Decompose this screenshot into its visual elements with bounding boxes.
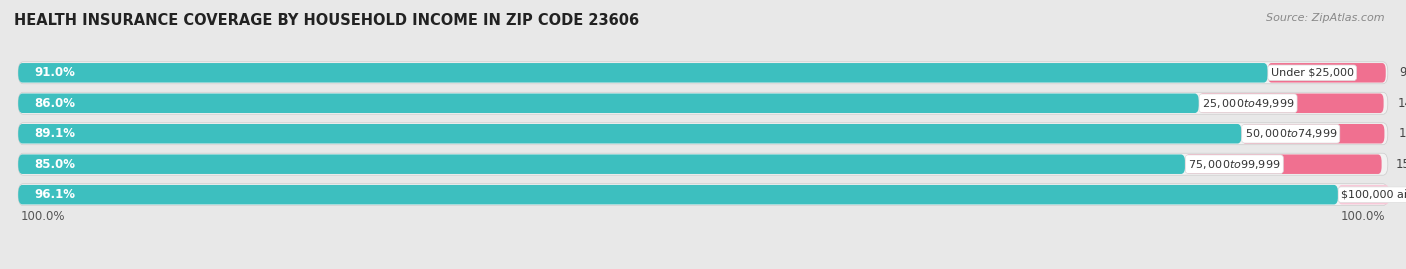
- Text: 14.1%: 14.1%: [1398, 97, 1406, 110]
- FancyBboxPatch shape: [1339, 185, 1389, 204]
- Text: $25,000 to $49,999: $25,000 to $49,999: [1202, 97, 1295, 110]
- Text: 15.0%: 15.0%: [1395, 158, 1406, 171]
- Text: 100.0%: 100.0%: [1340, 210, 1385, 223]
- FancyBboxPatch shape: [18, 154, 1185, 174]
- FancyBboxPatch shape: [18, 184, 1388, 206]
- FancyBboxPatch shape: [18, 92, 1388, 114]
- FancyBboxPatch shape: [18, 153, 1388, 175]
- FancyBboxPatch shape: [18, 124, 1241, 143]
- FancyBboxPatch shape: [1241, 124, 1385, 143]
- Text: 9.0%: 9.0%: [1399, 66, 1406, 79]
- Text: 89.1%: 89.1%: [35, 127, 76, 140]
- Text: 91.0%: 91.0%: [35, 66, 76, 79]
- FancyBboxPatch shape: [18, 62, 1388, 84]
- Text: Under $25,000: Under $25,000: [1271, 68, 1354, 78]
- Text: $50,000 to $74,999: $50,000 to $74,999: [1244, 127, 1337, 140]
- Text: $75,000 to $99,999: $75,000 to $99,999: [1188, 158, 1281, 171]
- FancyBboxPatch shape: [1185, 154, 1382, 174]
- Text: $100,000 and over: $100,000 and over: [1341, 190, 1406, 200]
- Text: HEALTH INSURANCE COVERAGE BY HOUSEHOLD INCOME IN ZIP CODE 23606: HEALTH INSURANCE COVERAGE BY HOUSEHOLD I…: [14, 13, 640, 29]
- Text: 85.0%: 85.0%: [35, 158, 76, 171]
- Text: 100.0%: 100.0%: [21, 210, 66, 223]
- Text: 86.0%: 86.0%: [35, 97, 76, 110]
- FancyBboxPatch shape: [1268, 63, 1386, 83]
- Text: Source: ZipAtlas.com: Source: ZipAtlas.com: [1267, 13, 1385, 23]
- FancyBboxPatch shape: [18, 123, 1388, 145]
- Text: 96.1%: 96.1%: [35, 188, 76, 201]
- FancyBboxPatch shape: [18, 63, 1268, 83]
- FancyBboxPatch shape: [18, 185, 1339, 204]
- Text: 3.9%: 3.9%: [1403, 188, 1406, 201]
- FancyBboxPatch shape: [18, 94, 1199, 113]
- Text: 10.9%: 10.9%: [1398, 127, 1406, 140]
- FancyBboxPatch shape: [1199, 94, 1384, 113]
